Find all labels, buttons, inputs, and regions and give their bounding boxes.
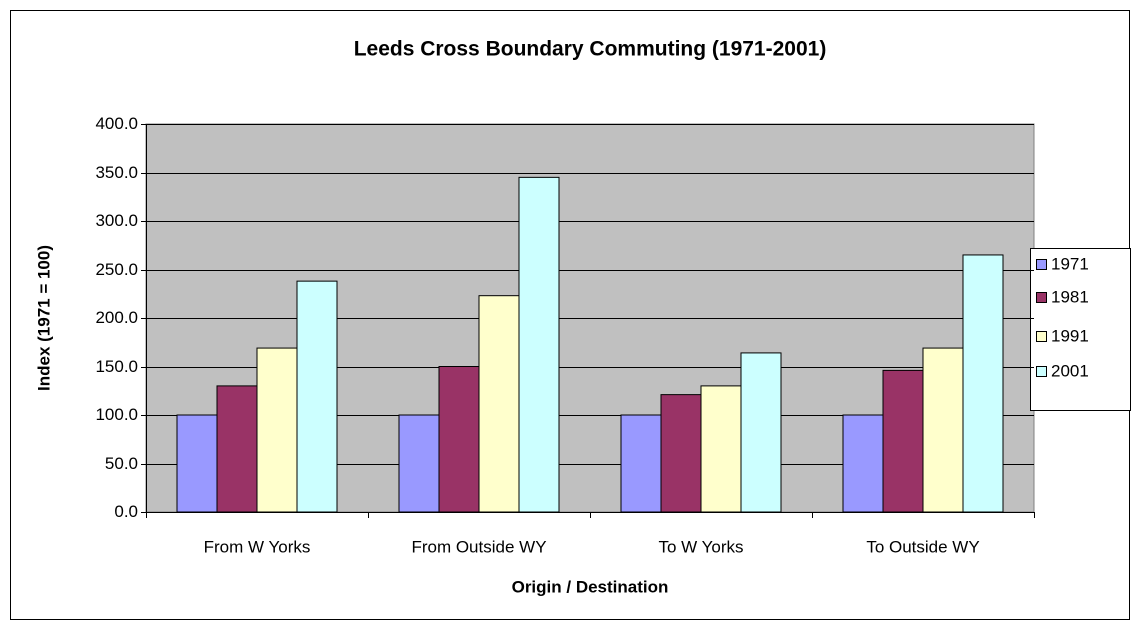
y-tick-label: 300.0 xyxy=(95,211,138,230)
y-tick-label: 200.0 xyxy=(95,308,138,327)
y-tick-label: 50.0 xyxy=(105,454,138,473)
bar xyxy=(740,352,782,513)
bar xyxy=(922,347,964,513)
bar xyxy=(256,347,298,513)
legend-label: 1971 xyxy=(1051,254,1089,273)
x-tick-label: To W Yorks xyxy=(658,537,743,556)
x-axis-title: Origin / Destination xyxy=(512,577,669,596)
bar xyxy=(478,295,520,513)
legend-swatch xyxy=(1036,259,1047,270)
bar xyxy=(620,414,662,513)
legend-label: 2001 xyxy=(1051,361,1089,380)
bar xyxy=(962,254,1004,513)
bar xyxy=(660,394,702,513)
legend-label: 1991 xyxy=(1051,326,1089,345)
legend-swatch xyxy=(1036,331,1047,342)
bar xyxy=(700,385,742,513)
bar xyxy=(216,385,258,513)
y-tick-label: 100.0 xyxy=(95,405,138,424)
legend-box xyxy=(1030,248,1131,411)
legend-label: 1981 xyxy=(1051,287,1089,306)
bar xyxy=(398,414,440,513)
bar xyxy=(882,369,924,513)
y-tick-label: 150.0 xyxy=(95,357,138,376)
y-axis-title: Index (1971 = 100) xyxy=(34,245,53,391)
x-tick-label: From Outside WY xyxy=(411,537,546,556)
x-tick-label: From W Yorks xyxy=(204,537,311,556)
bar xyxy=(842,414,884,513)
y-tick-label: 400.0 xyxy=(95,114,138,133)
y-tick-label: 250.0 xyxy=(95,260,138,279)
x-tick-label: To Outside WY xyxy=(866,537,979,556)
bar xyxy=(518,176,560,513)
legend-swatch xyxy=(1036,292,1047,303)
bar xyxy=(296,280,338,513)
chart-title: Leeds Cross Boundary Commuting (1971-200… xyxy=(354,38,827,61)
bar xyxy=(438,366,480,513)
y-tick-label: 350.0 xyxy=(95,163,138,182)
legend-swatch xyxy=(1036,366,1047,377)
bar xyxy=(176,414,218,513)
y-tick-label: 0.0 xyxy=(114,502,138,521)
